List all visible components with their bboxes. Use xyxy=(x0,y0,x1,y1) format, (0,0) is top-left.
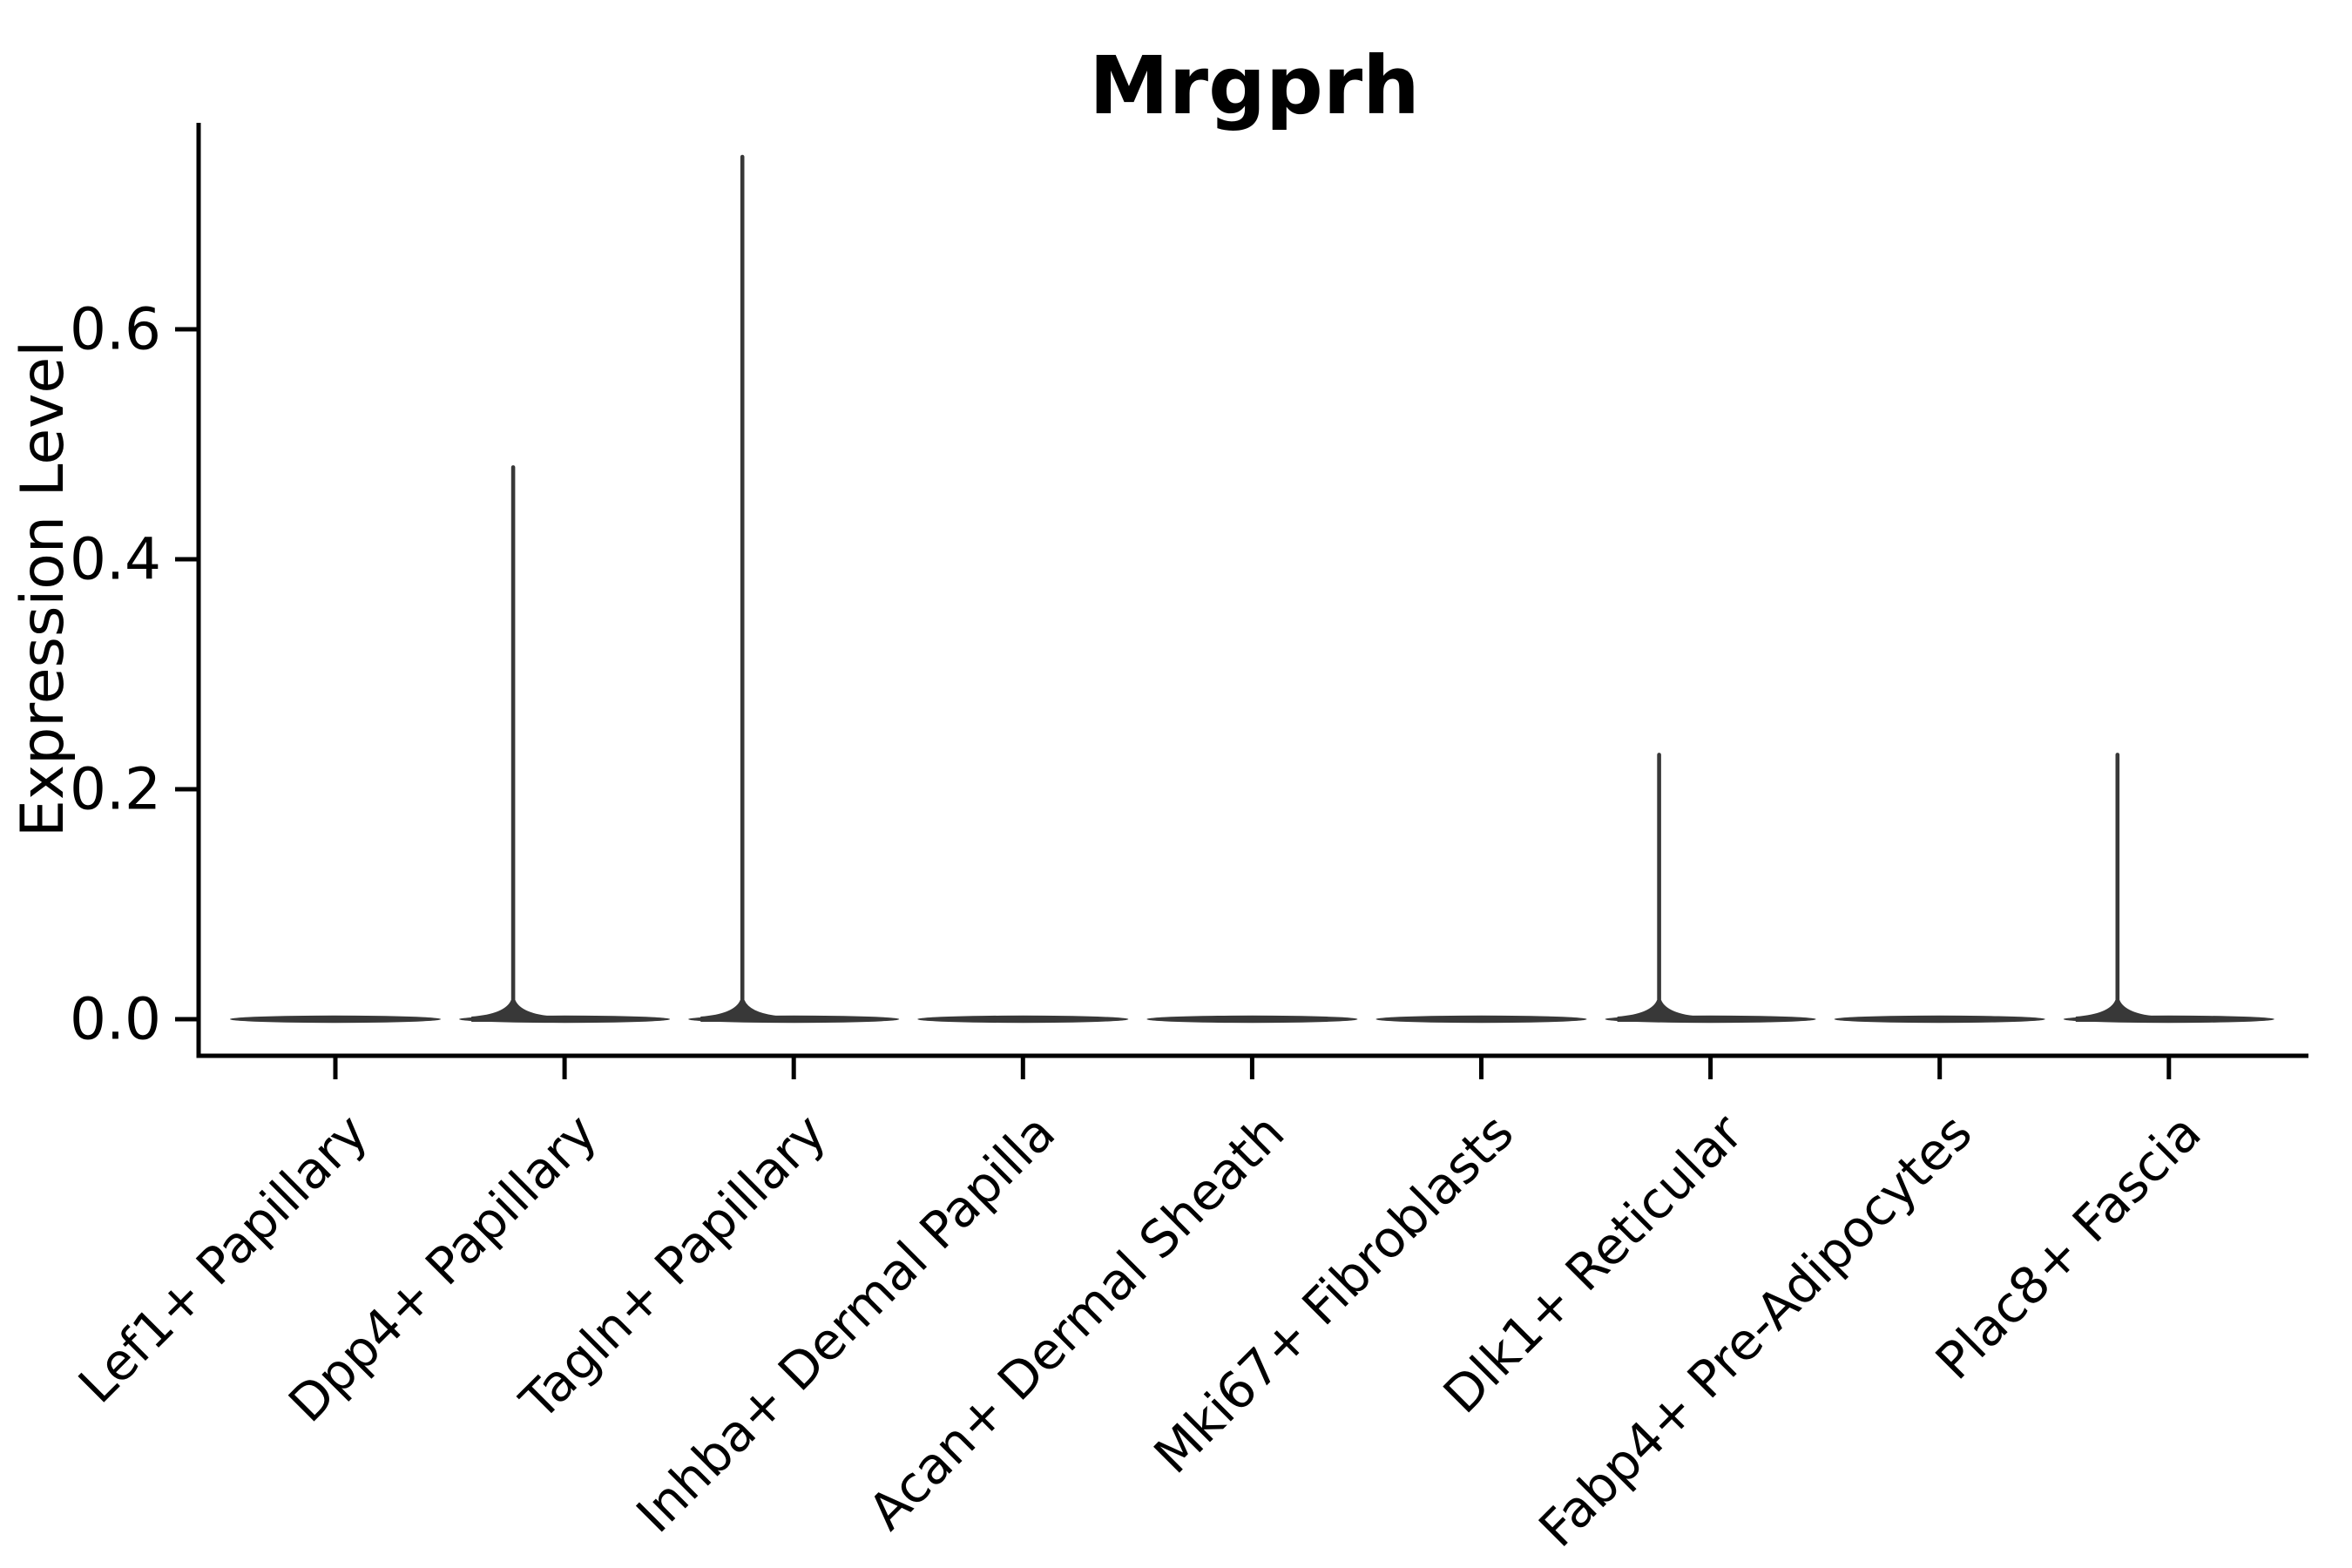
violin-body xyxy=(1146,1015,1358,1024)
violin-shoulder xyxy=(471,1000,556,1022)
violin-shoulder xyxy=(700,1000,785,1022)
violins xyxy=(230,154,2274,1024)
violin-body xyxy=(1834,1015,2045,1024)
y-tick-label: 0.0 xyxy=(70,986,161,1053)
violin-body xyxy=(230,1015,441,1024)
y-tick-label: 0.2 xyxy=(70,756,161,823)
x-tick-label: Inhba+ Dermal Papilla xyxy=(625,1103,1067,1544)
violin-shoulder xyxy=(2075,1000,2159,1022)
chart-title: Mrgprh xyxy=(1089,39,1420,132)
y-tick-label: 0.4 xyxy=(70,526,161,593)
x-tick-label: Fabp4+ Pre-Adipocytes xyxy=(1528,1103,1984,1558)
y-axis-ticks: 0.0 0.2 0.4 0.6 xyxy=(70,296,199,1053)
violin-body xyxy=(917,1015,1129,1024)
y-axis-label: Expression Level xyxy=(9,341,78,837)
violin-shoulder xyxy=(1617,1000,1701,1022)
x-tick-label: Acan+ Dermal Sheath xyxy=(857,1103,1295,1541)
y-tick-label: 0.6 xyxy=(70,296,161,363)
violin-body xyxy=(1375,1015,1587,1024)
